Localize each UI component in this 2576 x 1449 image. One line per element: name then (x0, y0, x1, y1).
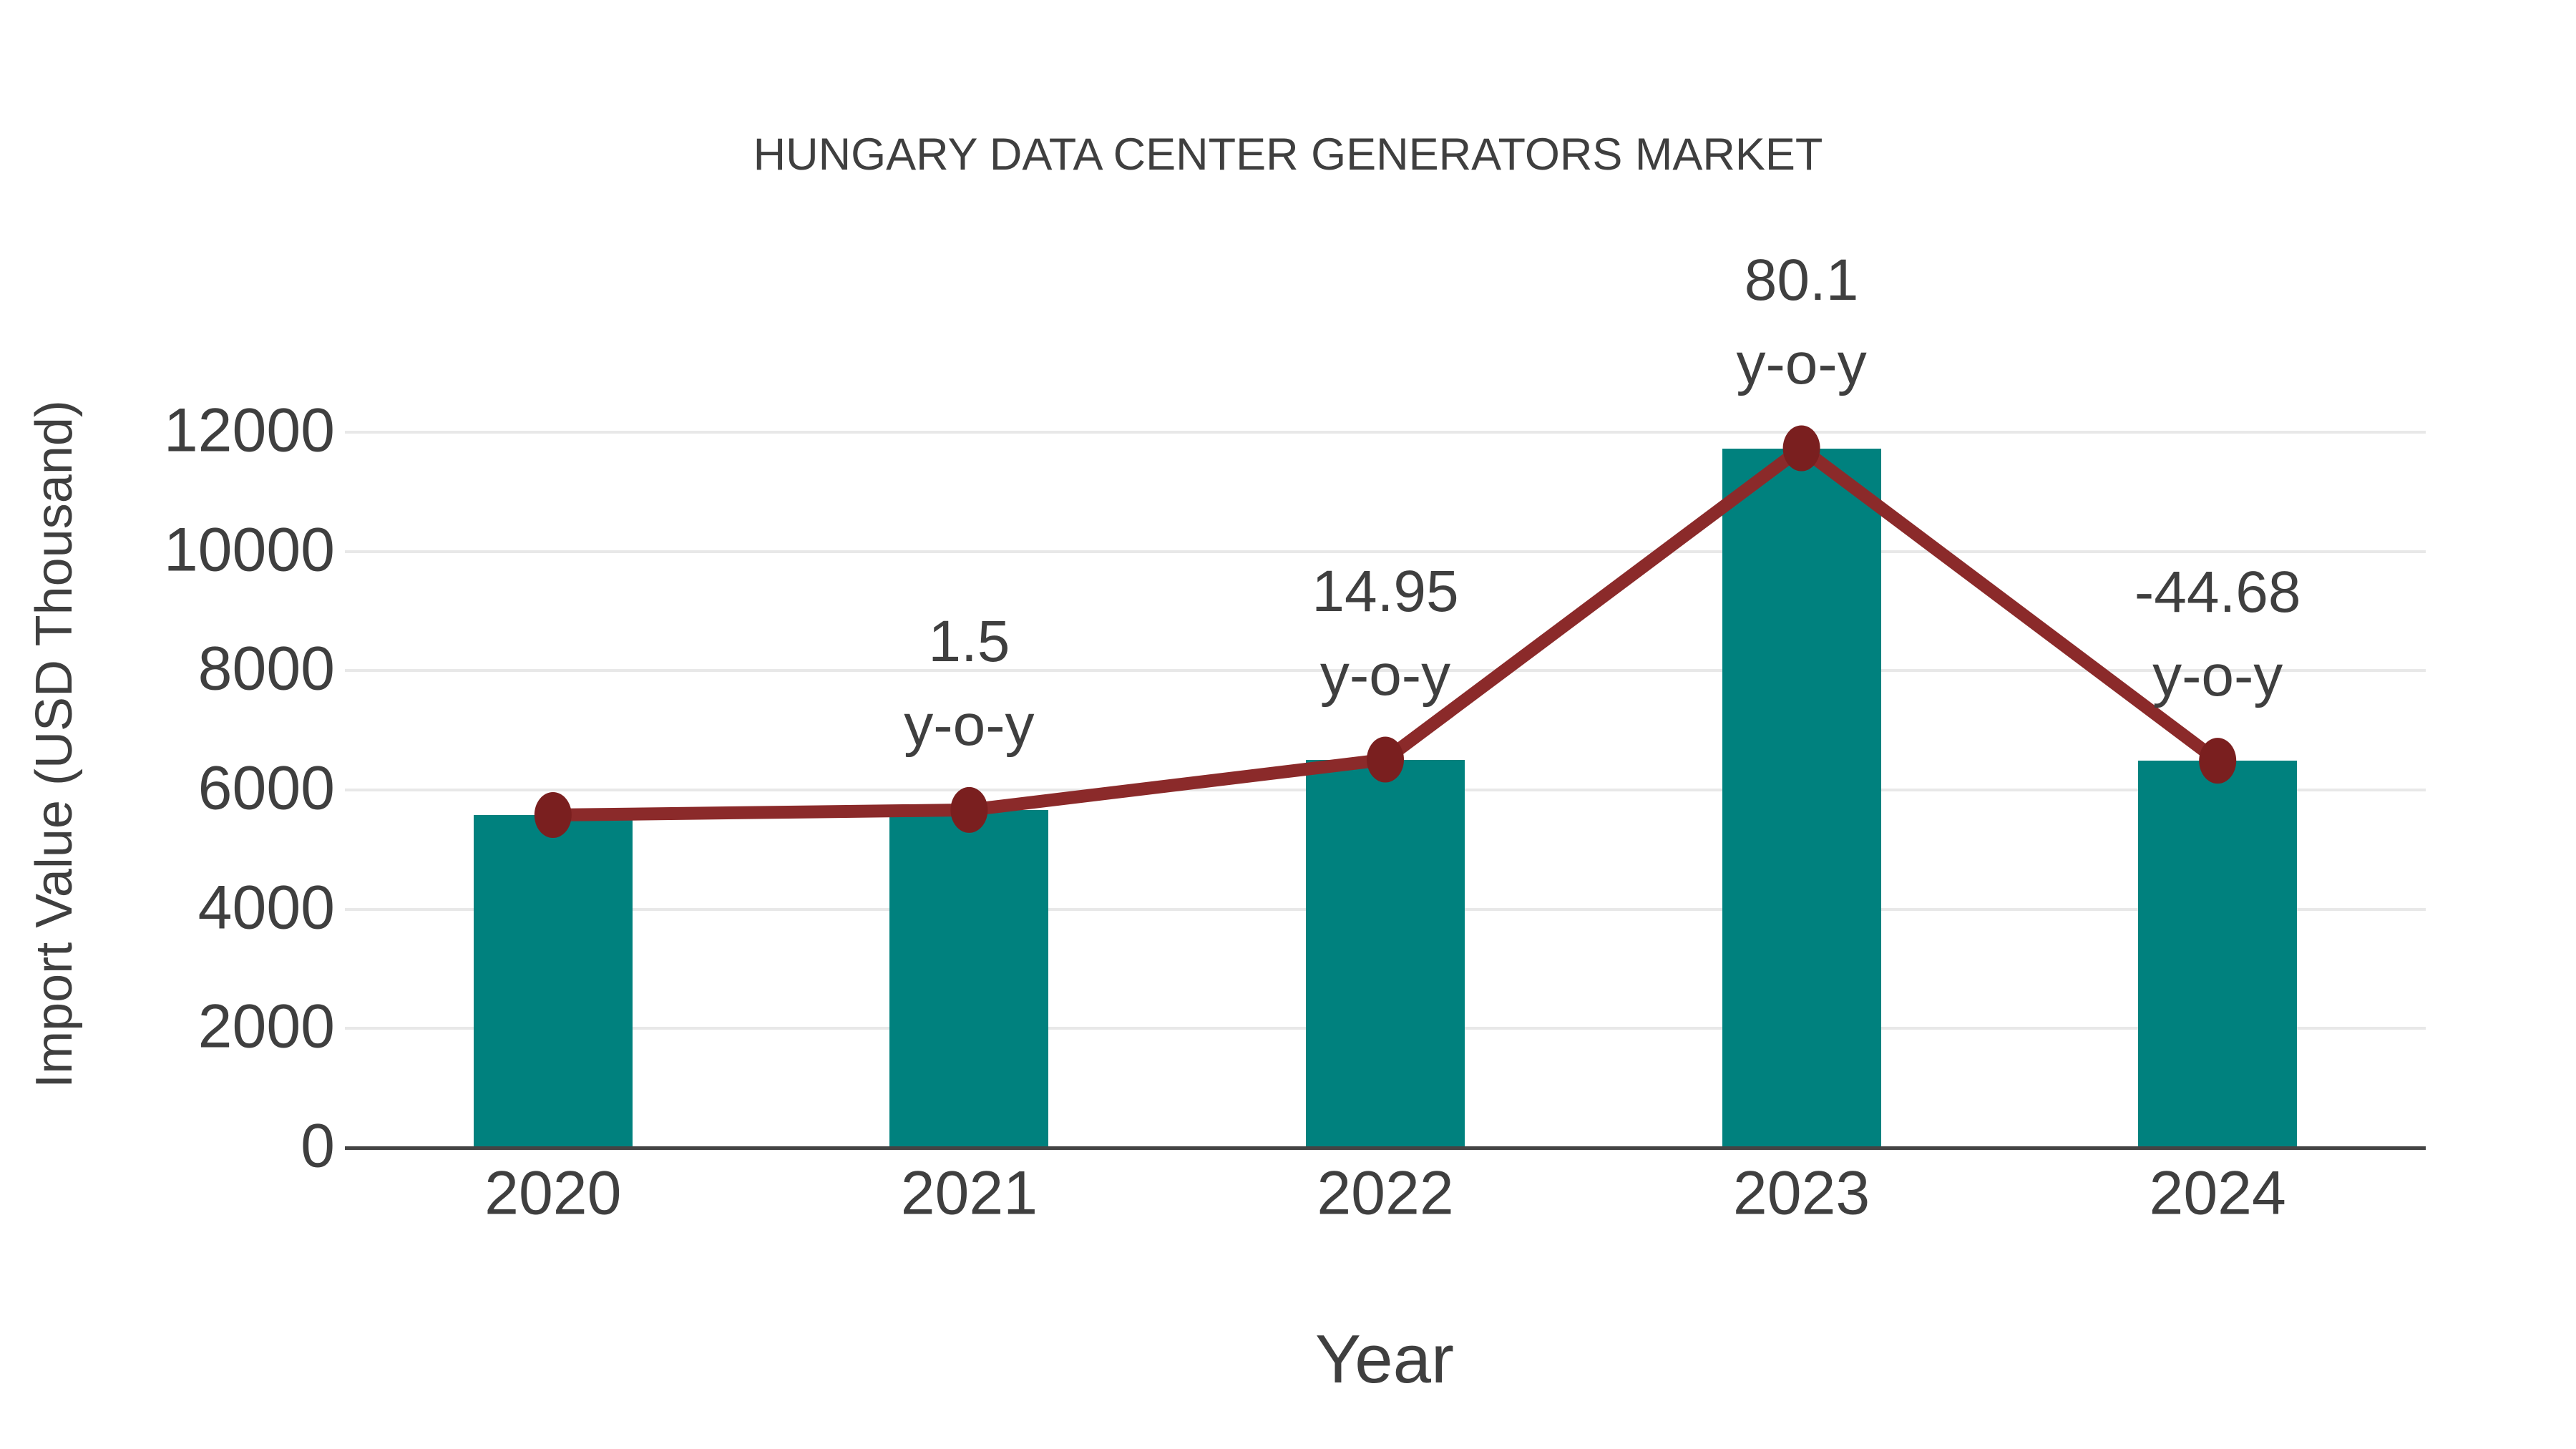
bar-2021 (889, 809, 1049, 1148)
data-point-2024 (2199, 738, 2237, 784)
chart-title: HUNGARY DATA CENTER GENERATORS MARKET (753, 130, 1823, 180)
data-point-2022 (1367, 736, 1404, 783)
gridline-8000 (345, 669, 2426, 673)
annotation-suffix-2021: y-o-y (904, 692, 1035, 758)
y-tick-label-8000: 8000 (197, 634, 335, 703)
y-tick-label-0: 0 (301, 1111, 335, 1181)
bar-2020 (473, 815, 633, 1148)
y-tick-label-2000: 2000 (197, 992, 335, 1061)
x-tick-label-2022: 2022 (1317, 1158, 1454, 1228)
x-tick-label-2020: 2020 (484, 1158, 622, 1228)
gridline-12000 (345, 431, 2426, 434)
annotation-suffix-2024: y-o-y (2152, 643, 2283, 709)
x-tick-label-2021: 2021 (900, 1158, 1038, 1228)
data-point-2021 (950, 786, 988, 833)
x-tick-label-2024: 2024 (2149, 1158, 2286, 1228)
annotation-value-2021: 1.5 (928, 608, 1010, 674)
annotation-suffix-2023: y-o-y (1736, 331, 1867, 396)
annotation-value-2022: 14.95 (1312, 558, 1459, 624)
y-tick-label-12000: 12000 (163, 396, 335, 465)
y-tick-label-6000: 6000 (197, 753, 335, 823)
bar-2023 (1722, 448, 1881, 1148)
y-tick-label-10000: 10000 (163, 515, 335, 585)
y-tick-label-4000: 4000 (197, 873, 335, 942)
bar-2022 (1306, 759, 1465, 1148)
x-axis-line (345, 1146, 2426, 1150)
annotation-value-2024: -44.68 (2134, 560, 2301, 625)
data-point-2023 (1782, 425, 1820, 472)
bar-2024 (2138, 761, 2298, 1148)
annotation-suffix-2022: y-o-y (1319, 642, 1451, 708)
gridline-10000 (345, 550, 2426, 553)
data-point-2020 (534, 792, 572, 838)
annotation-value-2023: 80.1 (1744, 247, 1859, 313)
x-axis-title: Year (1315, 1321, 1454, 1397)
x-tick-label-2023: 2023 (1732, 1158, 1870, 1228)
